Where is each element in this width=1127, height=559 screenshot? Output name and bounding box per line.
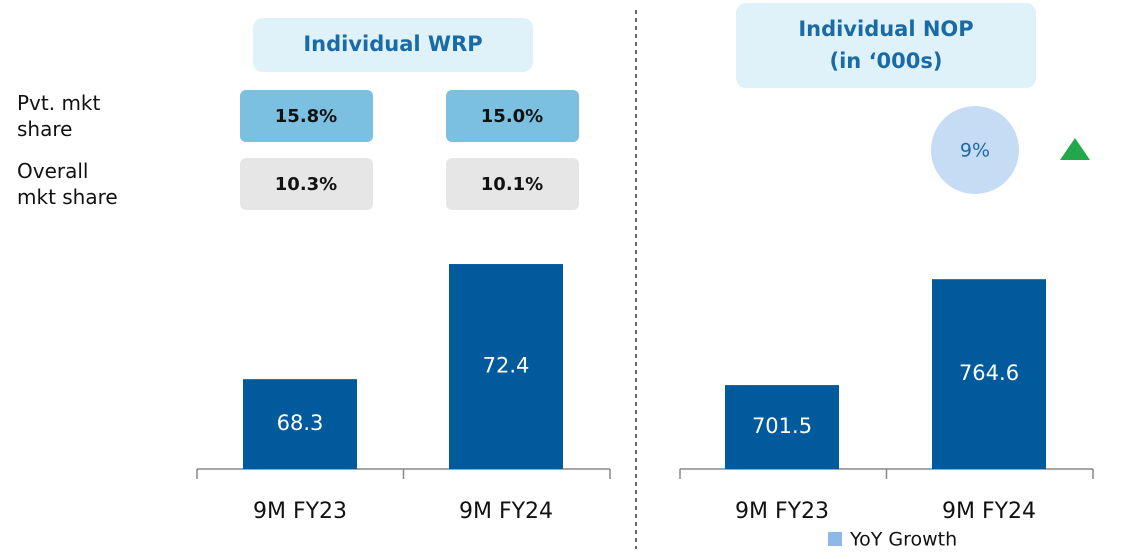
share-box xyxy=(240,158,373,210)
value-label: 701.5 xyxy=(752,414,812,438)
x-tick-label: 9M FY24 xyxy=(459,499,553,524)
value-label: 764.6 xyxy=(959,361,1019,385)
legend-label: YoY Growth xyxy=(849,529,957,551)
share-box xyxy=(240,90,373,142)
share-label: 10.1% xyxy=(481,174,543,195)
heading-box xyxy=(253,18,533,72)
trend-arrow xyxy=(1060,138,1090,160)
share-box xyxy=(446,90,579,142)
bar xyxy=(932,279,1046,469)
bar xyxy=(449,264,563,469)
chart-subtitle: (in ‘000s) xyxy=(830,49,943,73)
value-label: 72.4 xyxy=(483,354,530,378)
bar xyxy=(725,385,839,469)
share-label: 15.8% xyxy=(275,106,337,127)
x-tick-label: 9M FY23 xyxy=(253,499,347,524)
legend-marker xyxy=(828,532,842,546)
growth-bubble xyxy=(931,106,1019,194)
row-label: Overall mkt share xyxy=(17,159,118,209)
chart-title: Individual WRP xyxy=(303,32,482,56)
share-label: 10.3% xyxy=(275,174,337,195)
row-label: Pvt. mkt share xyxy=(17,91,101,141)
x-tick-label: 9M FY23 xyxy=(735,499,829,524)
x-tick-label: 9M FY24 xyxy=(942,499,1036,524)
share-label: 15.0% xyxy=(481,106,543,127)
heading-box xyxy=(736,3,1036,88)
share-box xyxy=(446,158,579,210)
bar xyxy=(243,379,357,469)
growth-label: 9% xyxy=(960,140,990,162)
value-label: 68.3 xyxy=(277,411,324,435)
chart-title: Individual NOP xyxy=(798,17,973,41)
